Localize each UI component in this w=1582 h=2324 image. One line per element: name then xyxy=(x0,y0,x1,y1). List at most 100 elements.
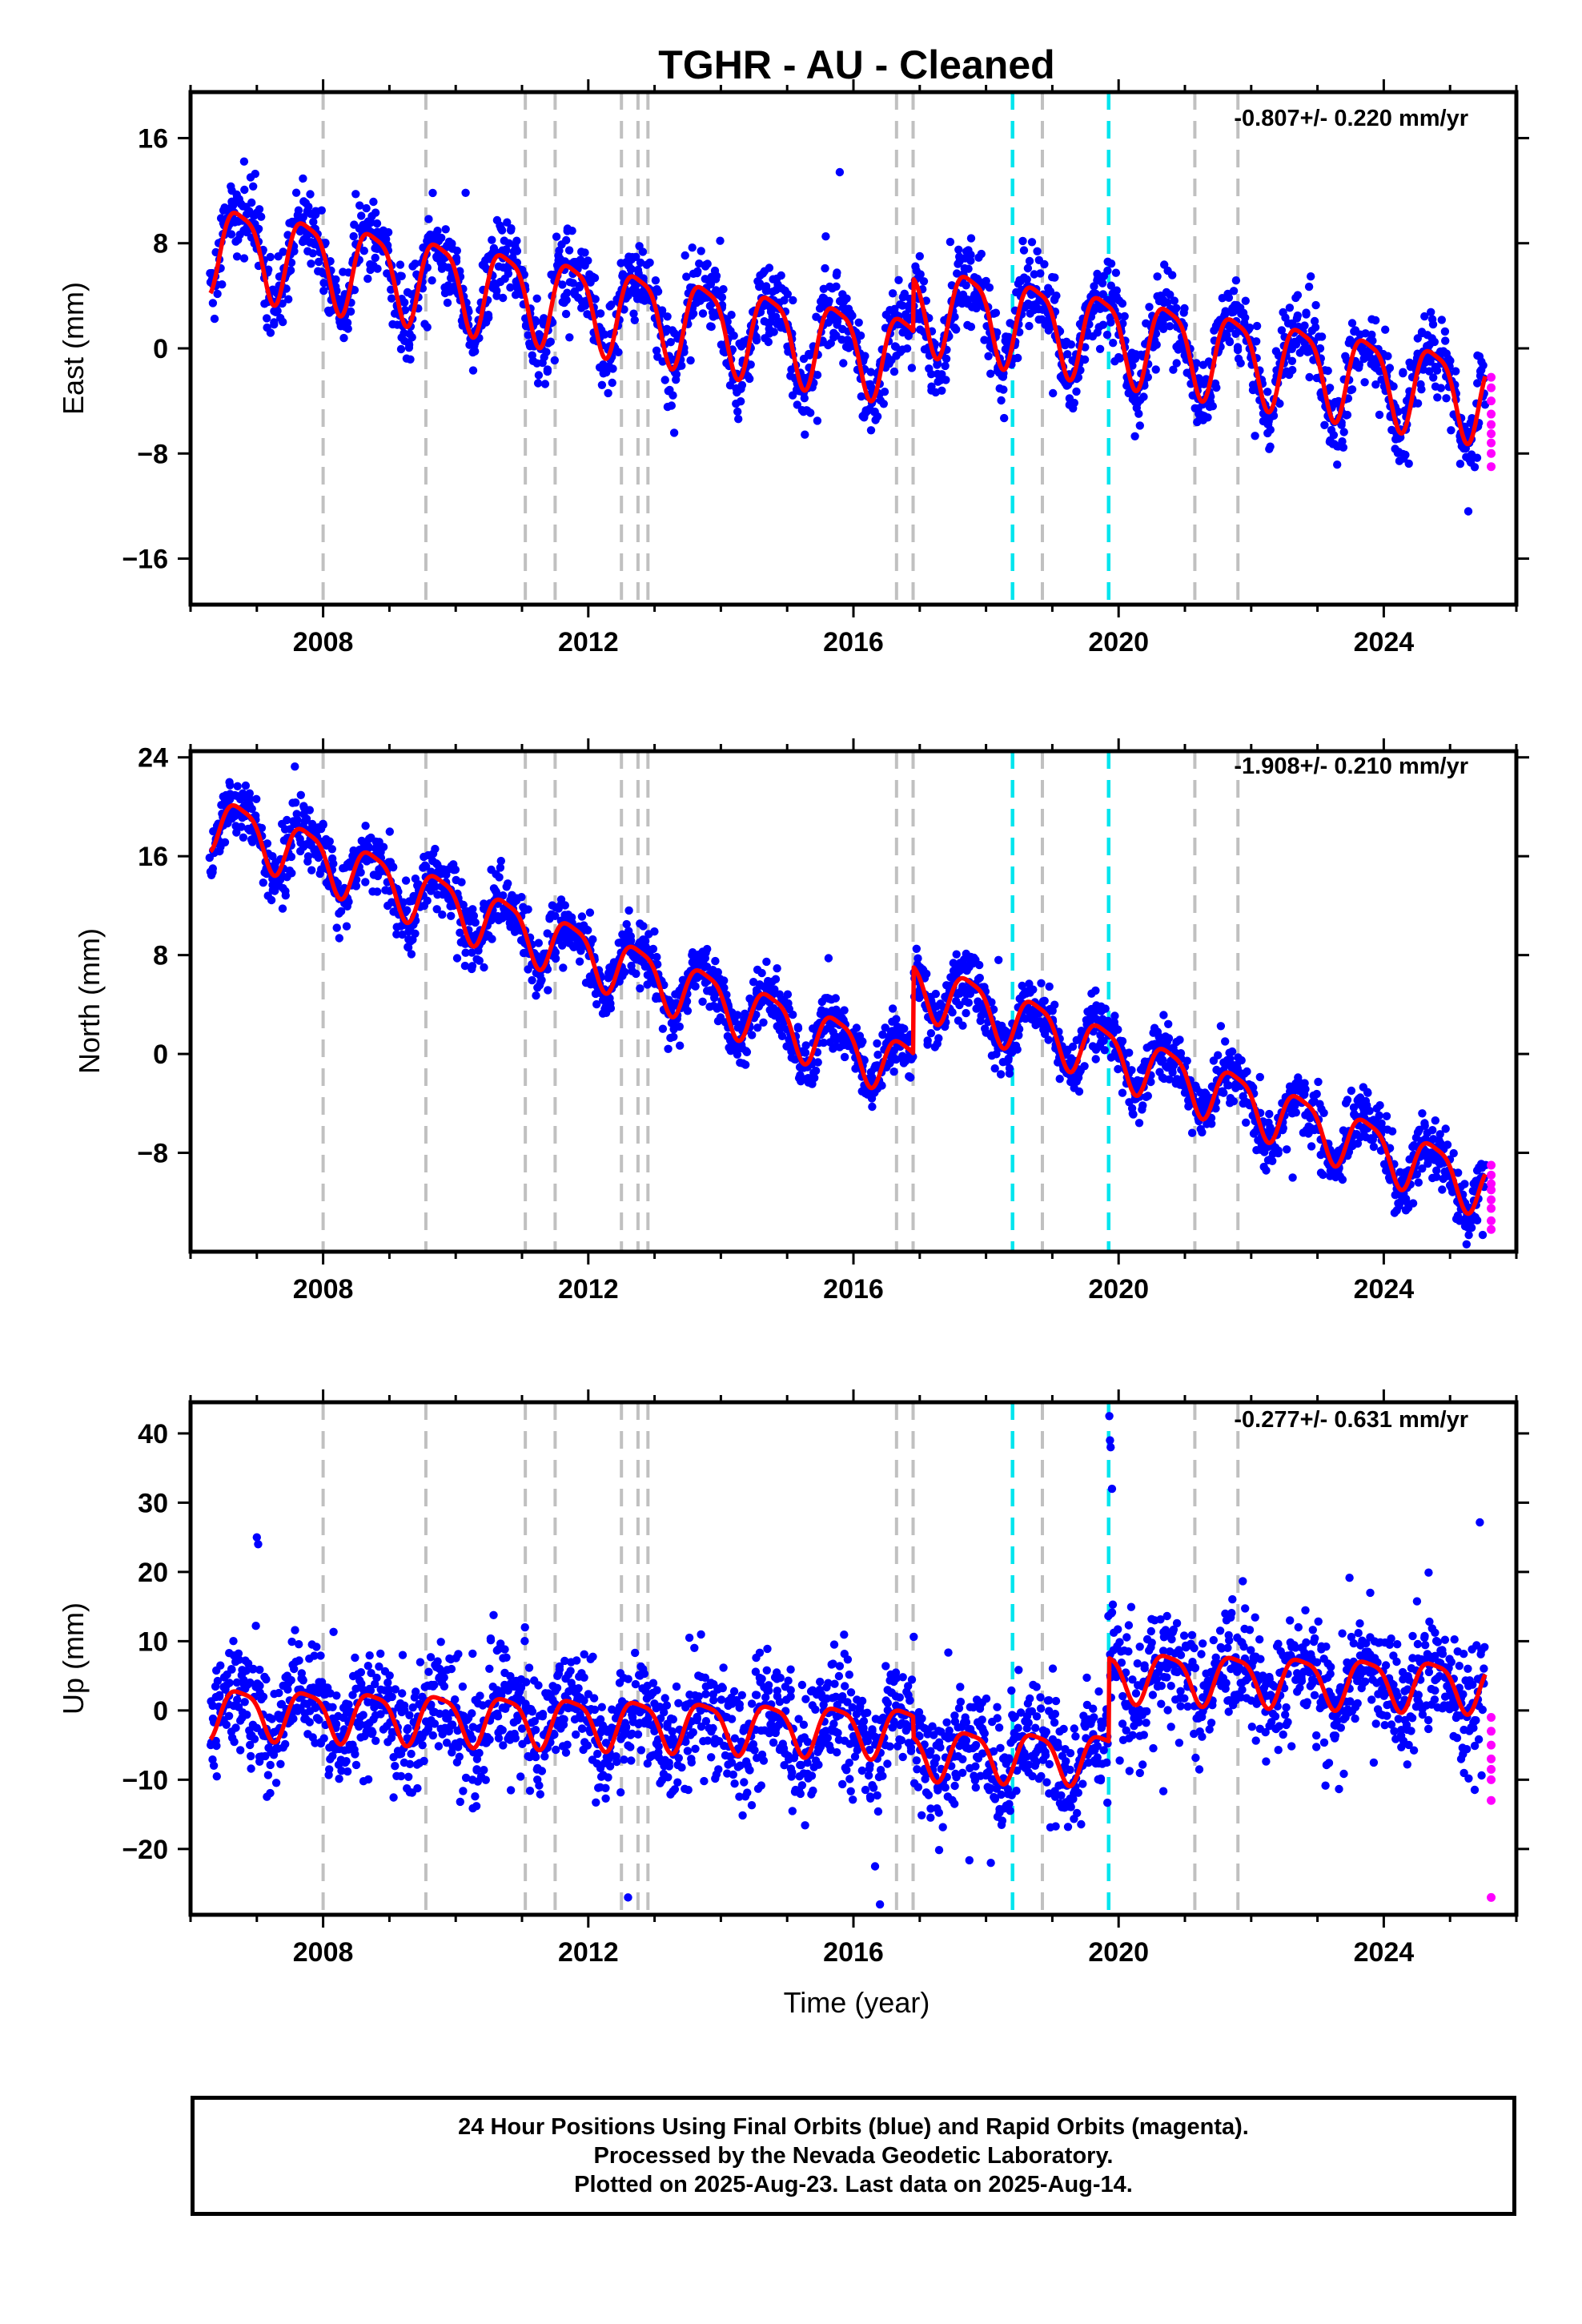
north-point-1766 xyxy=(1182,1056,1191,1065)
east-point-868 xyxy=(686,356,695,365)
east-point-537 xyxy=(503,218,512,227)
east-point-1529 xyxy=(1050,273,1059,282)
east-point-545 xyxy=(507,224,516,233)
east-point-1853 xyxy=(1229,287,1239,296)
north-point-594 xyxy=(534,939,543,947)
east-point-1652 xyxy=(1118,299,1127,308)
east-point-1220 xyxy=(880,388,889,396)
up-point-108 xyxy=(266,1760,275,1770)
east-point-1376 xyxy=(966,234,976,243)
east-point-727 xyxy=(608,364,617,373)
north-point-1812 xyxy=(1207,1120,1216,1128)
up-point-29 xyxy=(222,1720,231,1729)
north-point-2292 xyxy=(1472,1216,1482,1225)
north-rapid-point-5 xyxy=(1487,1204,1496,1213)
up-point-87 xyxy=(255,1665,264,1675)
east-point-1680 xyxy=(1134,409,1143,418)
north-point-421 xyxy=(438,910,447,919)
north-point-215 xyxy=(325,837,334,846)
north-point-1991 xyxy=(1307,1142,1316,1151)
east-point-2238 xyxy=(1442,394,1451,403)
up-point-126 xyxy=(275,1688,283,1698)
north-point-643 xyxy=(560,901,569,910)
north-point-537 xyxy=(504,879,512,888)
east-point-1891 xyxy=(1251,432,1259,440)
east-point-372 xyxy=(411,259,420,268)
north-point-1696 xyxy=(1143,1092,1153,1100)
east-point-749 xyxy=(620,305,628,314)
north-point-1488 xyxy=(1029,985,1038,994)
east-point-504 xyxy=(484,313,493,322)
north-point-998 xyxy=(757,968,766,978)
north-point-1121 xyxy=(824,954,833,963)
north-point-96 xyxy=(259,879,267,887)
north-point-979 xyxy=(748,1031,757,1039)
east-point-421 xyxy=(438,262,447,271)
east-point-160 xyxy=(294,206,303,215)
north-point-1237 xyxy=(888,1004,897,1013)
east-point-7 xyxy=(210,314,219,324)
east-point-2291 xyxy=(1472,453,1482,462)
east-point-391 xyxy=(423,263,432,272)
east-point-1967 xyxy=(1293,291,1303,300)
east-point-1330 xyxy=(941,361,950,371)
east-point-771 xyxy=(632,280,640,289)
east-point-1556 xyxy=(1066,340,1076,349)
east-point-2001 xyxy=(1311,300,1320,310)
east-ytick-label-3: −8 xyxy=(137,439,168,469)
north-xtick-label-2024: 2024 xyxy=(1354,1274,1415,1305)
east-point-1855 xyxy=(1231,276,1241,285)
east-point-1920 xyxy=(1266,425,1275,434)
east-point-1054 xyxy=(789,296,797,305)
north-point-2138 xyxy=(1387,1127,1397,1136)
up-point-169 xyxy=(299,1676,307,1685)
east-point-1624 xyxy=(1103,266,1112,275)
north-point-1666 xyxy=(1127,1066,1136,1075)
north-point-1965 xyxy=(1291,1108,1301,1117)
north-point-2305 xyxy=(1478,1230,1488,1240)
north-point-28 xyxy=(220,838,230,847)
north-point-304 xyxy=(373,887,382,896)
east-point-2022 xyxy=(1323,366,1332,376)
north-point-1622 xyxy=(1101,1004,1110,1013)
east-point-974 xyxy=(745,374,754,384)
north-point-1099 xyxy=(813,1058,822,1067)
north-point-2016 xyxy=(1319,1108,1328,1118)
east-point-61 xyxy=(239,254,249,263)
east-point-363 xyxy=(408,333,416,342)
east-point-1867 xyxy=(1236,359,1245,368)
east-point-253 xyxy=(346,307,355,316)
north-point-1735 xyxy=(1164,1019,1173,1029)
north-point-889 xyxy=(698,997,707,1007)
up-point-47 xyxy=(233,1695,242,1704)
east-point-1474 xyxy=(1019,246,1029,255)
up-point-103 xyxy=(263,1771,273,1779)
north-point-1148 xyxy=(840,1052,849,1062)
east-point-107 xyxy=(266,252,275,262)
north-point-1240 xyxy=(892,1015,901,1023)
east-point-1033 xyxy=(777,271,785,280)
north-point-840 xyxy=(669,1032,678,1042)
east-point-1616 xyxy=(1098,279,1107,287)
east-point-764 xyxy=(627,264,636,274)
east-point-2016 xyxy=(1320,420,1329,429)
east-point-1805 xyxy=(1203,413,1212,422)
north-point-1502 xyxy=(1037,979,1046,988)
north-point-683 xyxy=(584,926,592,935)
north-ytick-label-1: 16 xyxy=(138,842,168,872)
east-point-899 xyxy=(703,259,712,268)
east-point-844 xyxy=(672,370,681,379)
north-point-2118 xyxy=(1375,1101,1384,1110)
east-point-427 xyxy=(441,225,450,234)
east-point-934 xyxy=(723,317,732,326)
east-point-543 xyxy=(506,283,515,292)
north-point-1581 xyxy=(1080,1062,1089,1071)
north-point-1132 xyxy=(831,994,841,1003)
east-point-303 xyxy=(373,264,382,273)
north-point-1825 xyxy=(1214,1051,1223,1059)
up-point-101 xyxy=(262,1675,271,1684)
east-point-182 xyxy=(307,259,315,268)
east-point-43 xyxy=(228,201,238,210)
east-point-841 xyxy=(669,428,679,437)
east-point-852 xyxy=(677,361,686,370)
